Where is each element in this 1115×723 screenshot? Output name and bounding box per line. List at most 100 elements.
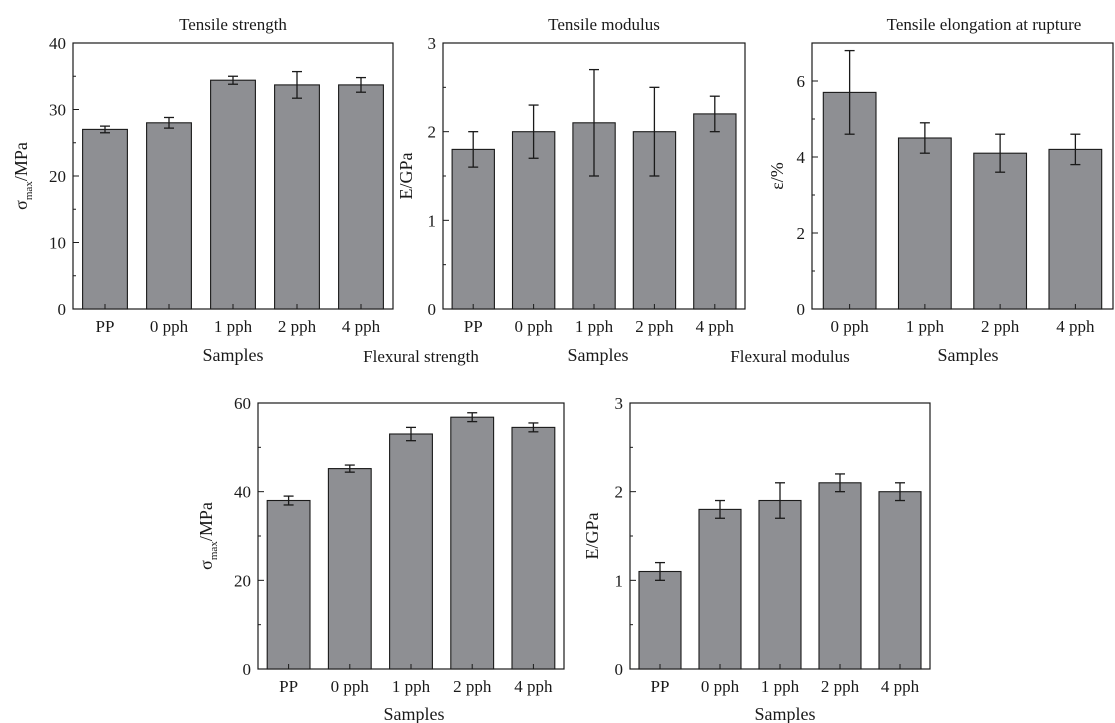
x-axis-ticks: 0 pph 1 pph 2 pph 4 pph <box>831 304 1095 336</box>
x-tick-label: 1 pph <box>214 317 253 336</box>
y-axis-label-subscript: max <box>23 181 35 200</box>
panel-title: Tensile strength <box>179 15 287 34</box>
panel-tensile-elongation: Tensile elongation at rupture 0 2 4 6 0 pph… <box>767 15 1114 365</box>
bar <box>327 468 372 670</box>
y-tick-label: 0 <box>428 300 437 319</box>
bar <box>758 499 802 670</box>
x-tick-label: 2 pph <box>453 677 492 696</box>
y-tick-label: 0 <box>615 660 624 679</box>
y-tick-label: 3 <box>615 394 624 413</box>
bar <box>146 122 192 310</box>
y-tick-label: 0 <box>797 300 806 319</box>
x-axis-label: Samples <box>755 704 816 723</box>
x-tick-label: PP <box>96 317 115 336</box>
bar <box>82 128 128 310</box>
x-tick-label: 0 pph <box>331 677 370 696</box>
x-axis-label: Samples <box>203 345 264 365</box>
y-tick-label: 4 <box>797 148 806 167</box>
x-tick-label: 1 pph <box>392 677 431 696</box>
y-tick-label: 3 <box>428 34 437 53</box>
y-tick-label: 40 <box>49 34 66 53</box>
y-tick-label: 40 <box>234 483 251 502</box>
x-tick-label: 0 pph <box>831 317 870 336</box>
plot-frame <box>811 42 1114 310</box>
bar-group <box>266 412 556 670</box>
x-tick-label: 0 pph <box>150 317 189 336</box>
bar <box>818 482 862 670</box>
x-axis-ticks: PP 0 pph 1 pph 2 pph 4 pph <box>464 304 734 336</box>
y-tick-label: 6 <box>797 72 806 91</box>
bar <box>1048 148 1103 310</box>
x-axis-ticks: PP 0 pph 1 pph 2 pph 4 pph <box>651 664 920 696</box>
y-tick-label: 2 <box>797 224 806 243</box>
y-axis-ticks: 0 10 20 30 40 <box>49 34 79 319</box>
x-axis-ticks: PP 0 pph 1 pph 2 pph 4 pph <box>96 304 381 336</box>
panel-flexural-strength: Flexural strength 0 20 40 60 PP 0 pph 1 pph 2 … <box>196 347 565 723</box>
y-axis-ticks: 0 20 40 60 <box>234 394 264 679</box>
panel-title: Tensile elongation at rupture <box>887 15 1082 34</box>
panel-tensile-strength: Tensile strength 0 10 20 30 40 PP 0 pph 1 pph 2… <box>11 15 394 365</box>
x-tick-label: 4 pph <box>342 317 381 336</box>
y-tick-label: 1 <box>615 571 624 590</box>
x-tick-label: 4 pph <box>514 677 553 696</box>
bar <box>878 491 922 670</box>
y-tick-label: 1 <box>428 211 437 230</box>
bar <box>638 570 682 670</box>
x-tick-label: 0 pph <box>701 677 740 696</box>
y-tick-label: 20 <box>49 167 66 186</box>
x-axis-label: Samples <box>938 345 999 365</box>
x-tick-label: 2 pph <box>981 317 1020 336</box>
x-tick-label: PP <box>651 677 670 696</box>
bar-group <box>822 49 1103 310</box>
y-tick-label: 20 <box>234 571 251 590</box>
y-axis-label-unit: /MPa <box>11 142 31 181</box>
x-tick-label: 2 pph <box>821 677 860 696</box>
y-axis-label-subscript: max <box>208 541 220 560</box>
y-tick-label: 0 <box>243 660 252 679</box>
y-axis-ticks: 0 1 2 3 <box>615 394 636 679</box>
bar <box>511 426 556 670</box>
x-tick-label: PP <box>279 677 298 696</box>
x-axis-label: Samples <box>568 345 629 365</box>
y-axis-label: σmax/MPa <box>11 142 35 210</box>
x-axis-ticks: PP 0 pph 1 pph 2 pph 4 pph <box>279 664 553 696</box>
y-axis-label-base: σ <box>11 200 31 210</box>
y-tick-label: 60 <box>234 394 251 413</box>
y-axis-ticks: 0 2 4 6 <box>797 72 818 319</box>
bar <box>973 152 1028 310</box>
y-axis-label: ε/% <box>767 162 787 190</box>
y-axis-label-base: E/GPa <box>396 152 416 199</box>
y-axis-ticks: 0 1 2 3 <box>428 34 449 319</box>
x-tick-label: 1 pph <box>906 317 945 336</box>
x-tick-label: 4 pph <box>1056 317 1095 336</box>
bar <box>338 84 384 310</box>
x-tick-label: PP <box>464 317 483 336</box>
x-axis-label: Samples <box>384 704 445 723</box>
bar <box>693 113 737 310</box>
y-axis-label-base: ε/% <box>767 162 787 190</box>
x-tick-label: 4 pph <box>881 677 920 696</box>
panel-title: Tensile modulus <box>548 15 660 34</box>
bar <box>274 84 320 310</box>
y-tick-label: 30 <box>49 101 66 120</box>
y-axis-label: σmax/MPa <box>196 502 220 570</box>
y-tick-label: 10 <box>49 234 66 253</box>
bar <box>897 137 952 310</box>
bar-group <box>82 70 384 310</box>
y-axis-label: E/GPa <box>582 512 602 559</box>
x-tick-label: 2 pph <box>635 317 674 336</box>
panel-flexural-modulus: Flexural modulus 0 1 2 3 PP 0 pph 1 pph 2 pph 4… <box>582 347 931 723</box>
bar <box>450 416 495 670</box>
bar-group <box>638 473 922 670</box>
x-tick-label: 2 pph <box>278 317 317 336</box>
panel-title: Flexural strength <box>363 347 479 366</box>
y-axis-label-base: E/GPa <box>582 512 602 559</box>
panel-title: Flexural modulus <box>730 347 849 366</box>
bar-group <box>451 68 737 310</box>
bar <box>451 148 495 310</box>
x-tick-label: 0 pph <box>514 317 553 336</box>
x-tick-label: 1 pph <box>575 317 614 336</box>
bar <box>698 508 742 670</box>
